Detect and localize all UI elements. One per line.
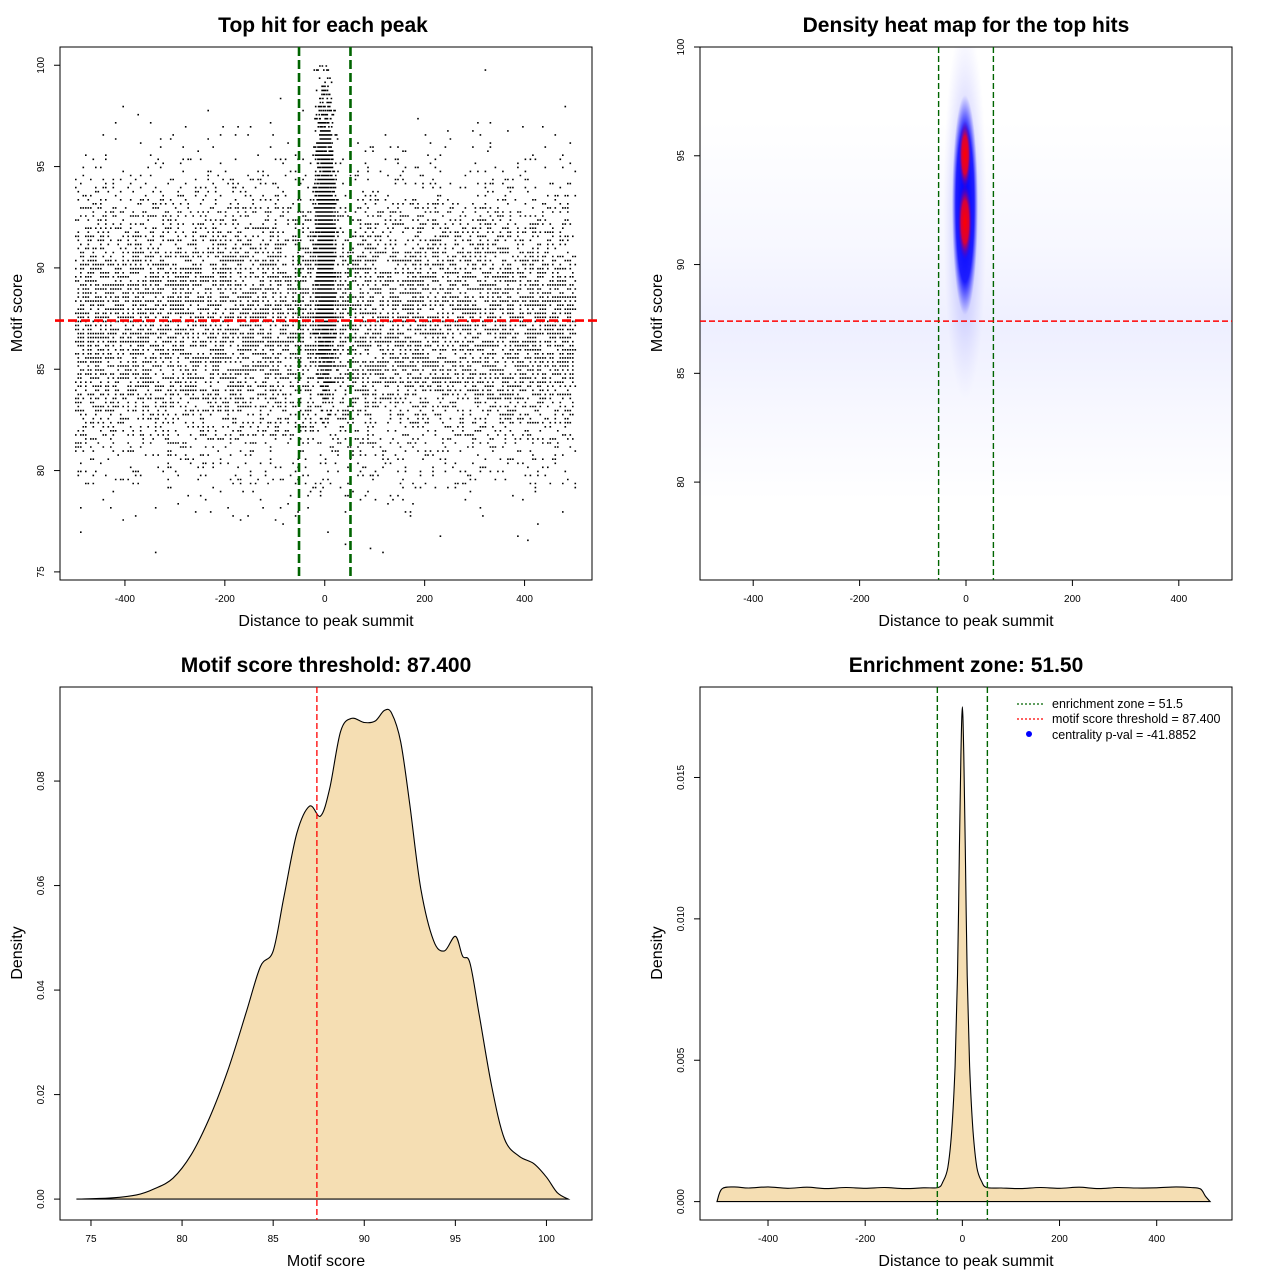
- panel-1-y-axis: 75 80 85 90 95 100: [36, 56, 60, 577]
- panel-2-reference-lines: [700, 47, 1232, 580]
- scatter-points: [75, 65, 577, 554]
- x-tick-label: -200: [855, 1234, 875, 1245]
- heat-hotspot-upper: [959, 121, 971, 189]
- x-tick-label: 400: [1148, 1234, 1165, 1245]
- legend-pval-label: centrality p-val = -41.8852: [1052, 728, 1196, 742]
- panel-4-density-area: [716, 706, 1212, 1203]
- x-tick-label: -400: [758, 1234, 778, 1245]
- panel-scatter: Top hit for each peak -400 -200 0 200 400 75…: [9, 14, 597, 630]
- panel-3-plot-box: [59, 686, 593, 1221]
- panel-3-x-label: Motif score: [287, 1253, 365, 1270]
- panel-4-plot-box: [699, 686, 1233, 1221]
- panel-4-y-label: Density: [649, 926, 666, 979]
- x-tick-label: 100: [538, 1234, 555, 1245]
- y-tick-label: 85: [676, 367, 687, 379]
- panel-2-y-label: Motif score: [649, 274, 666, 352]
- panel-4-x-label: Distance to peak summit: [878, 1253, 1054, 1270]
- y-tick-label: 85: [36, 363, 47, 375]
- y-tick-label: 90: [676, 259, 687, 271]
- x-tick-label: -200: [850, 594, 870, 605]
- y-tick-label: 75: [36, 566, 47, 578]
- y-tick-label: 0.06: [36, 875, 47, 895]
- x-tick-label: 0: [963, 594, 969, 605]
- x-tick-label: 200: [416, 594, 433, 605]
- panel-heatmap: Density heat map for the top hits: [649, 14, 1233, 630]
- panel-3-y-label: Density: [9, 926, 26, 979]
- x-tick-label: 80: [177, 1234, 189, 1245]
- panel-2-heat-field: [700, 47, 1232, 500]
- x-tick-label: 95: [450, 1234, 462, 1245]
- x-tick-label: 200: [1064, 594, 1081, 605]
- panel-1-plot-box: [59, 46, 593, 581]
- panel-2-title: Density heat map for the top hits: [803, 14, 1130, 37]
- panel-1-reference-lines: [55, 47, 597, 580]
- panel-4-reference-lines: [936, 687, 989, 1220]
- panel-3-title: Motif score threshold: 87.400: [181, 654, 472, 677]
- panel-1-title: Top hit for each peak: [218, 14, 428, 37]
- heat-hotspot-lower: [958, 184, 972, 260]
- y-tick-label: 80: [36, 465, 47, 477]
- y-tick-label: 80: [676, 476, 687, 488]
- x-tick-label: 400: [516, 594, 533, 605]
- x-tick-label: 75: [85, 1234, 97, 1245]
- panel-4-y-axis: 0.000 0.005 0.010 0.015: [676, 765, 700, 1214]
- y-tick-label: 0.005: [676, 1047, 687, 1072]
- y-tick-label: 95: [36, 161, 47, 173]
- legend-enrichment-label: enrichment zone = 51.5: [1052, 697, 1183, 711]
- x-tick-label: 0: [322, 594, 328, 605]
- panel-2-y-axis: 80 85 90 95 100: [676, 38, 700, 488]
- x-tick-label: 0: [960, 1234, 966, 1245]
- panel-1-x-axis: -400 -200 0 200 400: [115, 580, 533, 605]
- y-tick-label: 0.08: [36, 771, 47, 791]
- x-tick-label: -400: [115, 594, 135, 605]
- y-tick-label: 0.02: [36, 1084, 47, 1104]
- y-tick-label: 100: [676, 38, 687, 55]
- y-tick-label: 0.010: [676, 906, 687, 931]
- panel-3-y-axis: 0.00 0.02 0.04 0.06 0.08: [36, 771, 60, 1209]
- x-tick-label: 400: [1170, 594, 1187, 605]
- panel-3-density-area: [76, 708, 571, 1200]
- y-tick-label: 0.00: [36, 1189, 47, 1209]
- x-tick-label: 90: [359, 1234, 371, 1245]
- panel-4-x-axis: -400 -200 0 200 400: [758, 1220, 1165, 1245]
- x-tick-label: 200: [1051, 1234, 1068, 1245]
- x-tick-label: -200: [215, 594, 235, 605]
- x-tick-label: 85: [268, 1234, 280, 1245]
- legend-pval-point-icon: [1026, 731, 1032, 737]
- y-tick-label: 95: [676, 150, 687, 162]
- y-tick-label: 90: [36, 262, 47, 274]
- legend: enrichment zone = 51.5 motif score thres…: [1017, 697, 1221, 742]
- panel-score-density: Motif score threshold: 87.400 75 80 85 90 95…: [9, 654, 593, 1270]
- panel-2-x-axis: -400 -200 0 200 400: [743, 580, 1188, 605]
- panel-3-x-axis: 75 80 85 90 95 100: [85, 1220, 555, 1245]
- y-tick-label: 0.04: [36, 980, 47, 1000]
- x-tick-label: -400: [743, 594, 763, 605]
- panel-1-y-label: Motif score: [9, 274, 26, 352]
- panel-1-points: [75, 65, 577, 554]
- y-tick-label: 0.015: [676, 765, 687, 790]
- panel-4-title: Enrichment zone: 51.50: [849, 654, 1084, 677]
- panel-1-x-label: Distance to peak summit: [238, 613, 414, 630]
- panel-2-x-label: Distance to peak summit: [878, 613, 1054, 630]
- y-tick-label: 0.000: [676, 1189, 687, 1214]
- panel-distance-density: Enrichment zone: 51.50 -400 -200 0 200 400 0…: [649, 654, 1233, 1270]
- legend-threshold-label: motif score threshold = 87.400: [1052, 712, 1221, 726]
- y-tick-label: 100: [36, 56, 47, 73]
